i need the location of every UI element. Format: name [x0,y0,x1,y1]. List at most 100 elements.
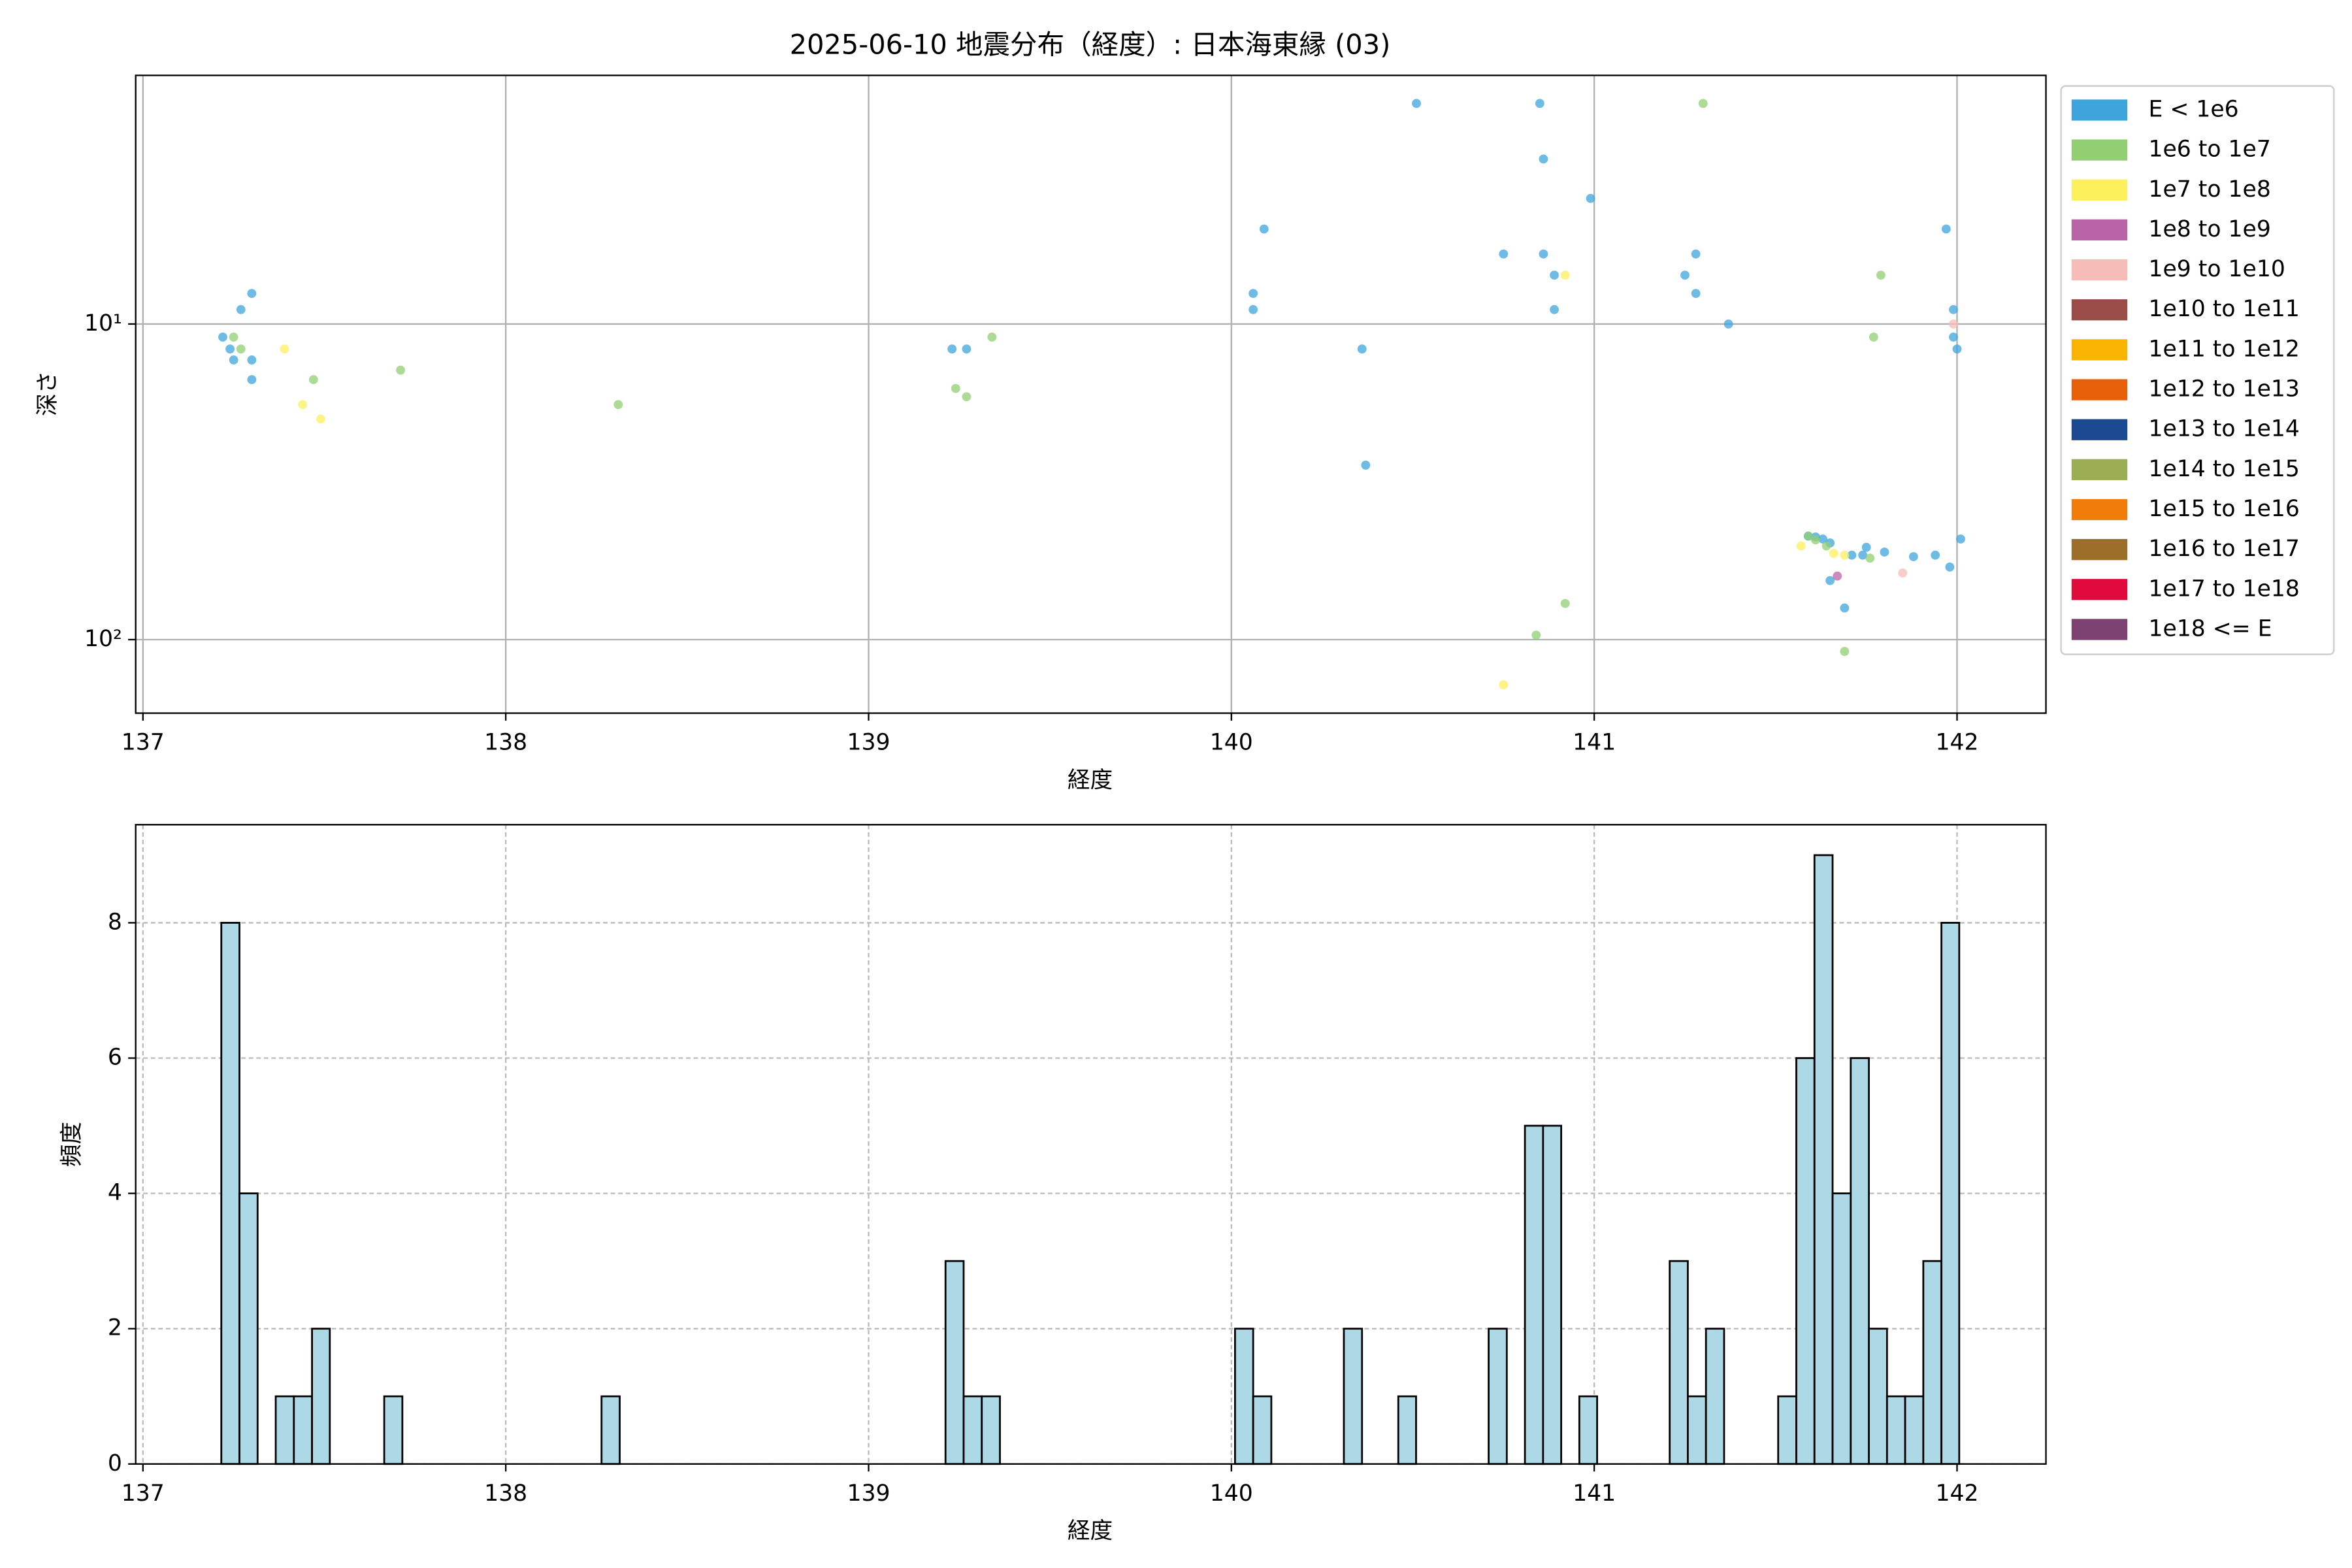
legend-label: 1e18 <= E [2148,615,2272,642]
histogram-bar [1524,1124,1544,1465]
data-point [280,344,289,354]
data-point [396,365,406,375]
legend-swatch [2071,579,2128,600]
histogram-bar [1233,1328,1254,1465]
data-point [1539,249,1548,259]
histogram-bar [1705,1328,1725,1465]
legend-label: 1e11 to 1e12 [2148,336,2299,362]
data-point [1531,630,1541,640]
y-tick-label: 2 [108,1315,122,1341]
data-point [1249,304,1258,314]
legend-label: 1e12 to 1e13 [2148,376,2299,402]
data-point [316,414,325,424]
data-point [308,375,318,384]
data-point [962,344,972,354]
data-point [1803,531,1813,541]
histogram-bar [1813,854,1834,1465]
x-tick-label: 138 [484,1480,527,1507]
histogram-bar [293,1395,313,1465]
histogram-bar [1687,1395,1707,1465]
legend-label: 1e14 to 1e15 [2148,456,2299,482]
legend-swatch [2071,339,2128,361]
legend-label: 1e13 to 1e14 [2148,416,2299,442]
data-point [1499,249,1509,259]
data-point [1550,304,1559,314]
data-point [1869,333,1878,342]
data-point [1550,270,1559,280]
x-tick-label: 141 [1573,1480,1616,1507]
x-tick-label: 140 [1210,730,1253,756]
legend-swatch [2071,179,2128,201]
legend-label: E < 1e6 [2148,96,2238,122]
data-point [1861,542,1871,552]
legend-box [2060,85,2335,655]
data-point [1680,270,1690,280]
data-point [1847,550,1857,560]
data-point [1949,319,1958,329]
data-point [236,344,246,354]
data-point [613,400,623,410]
y-tick-label: 10¹ [84,310,122,336]
y-tick-label: 0 [108,1450,122,1477]
data-point [962,392,972,402]
legend-swatch [2071,259,2128,281]
histogram-bar [1831,1192,1852,1465]
data-point [247,355,257,365]
histogram-bar [981,1395,1001,1465]
histogram-bar [1922,1260,1942,1465]
data-point [1949,333,1958,342]
data-point [1796,541,1806,551]
data-point [1357,344,1367,354]
data-point [1840,550,1850,560]
data-point [1825,576,1835,585]
histogram-bar [383,1395,404,1465]
data-point [247,375,257,384]
data-point [1586,193,1595,203]
histogram-bar [220,922,240,1465]
plot-frame [135,74,2047,714]
histogram-bar [1904,1395,1925,1465]
x-tick-label: 139 [847,730,890,756]
data-point [1945,563,1955,572]
histogram-bar [311,1328,331,1465]
legend-swatch [2071,498,2128,521]
legend-label: 1e6 to 1e7 [2148,137,2270,163]
data-point [951,384,960,393]
data-point [247,289,257,299]
legend-label: 1e9 to 1e10 [2148,256,2285,282]
data-point [1535,99,1544,108]
legend-swatch [2071,419,2128,440]
data-point [1865,553,1875,563]
data-point [236,304,246,314]
data-point [1499,680,1509,689]
legend-swatch [2071,299,2128,321]
data-point [225,344,235,354]
data-point [1821,541,1831,551]
histogram-bar [1578,1395,1598,1465]
legend-swatch [2071,539,2128,561]
histogram-bar [1777,1395,1797,1465]
histogram-bar [1886,1395,1906,1465]
histogram-bar [1488,1328,1508,1465]
histogram-bar [238,1192,259,1465]
legend-swatch [2071,619,2128,640]
legend-swatch [2071,219,2128,241]
data-point [1810,535,1820,545]
data-point [987,333,997,342]
x-tick-label: 142 [1935,730,1978,756]
histogram-bar [962,1395,983,1465]
data-point [1858,550,1868,560]
histogram-bar [1343,1328,1364,1465]
x-axis-label: 経度 [1068,767,1113,793]
x-tick-label: 139 [847,1480,890,1507]
x-tick-label: 138 [484,730,527,756]
data-point [1818,534,1827,544]
histogram-bar [944,1260,965,1465]
legend-swatch [2071,139,2128,161]
data-point [1833,571,1842,581]
data-point [229,355,238,365]
data-point [1723,319,1733,329]
data-point [1539,154,1548,164]
